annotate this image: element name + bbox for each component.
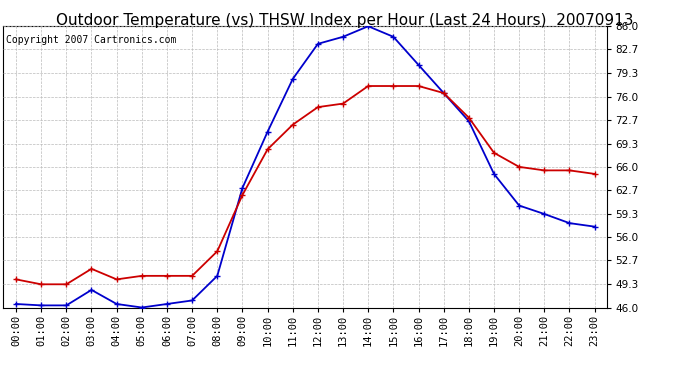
- Text: Copyright 2007 Cartronics.com: Copyright 2007 Cartronics.com: [6, 35, 177, 45]
- Text: Outdoor Temperature (vs) THSW Index per Hour (Last 24 Hours)  20070913: Outdoor Temperature (vs) THSW Index per …: [57, 13, 633, 28]
